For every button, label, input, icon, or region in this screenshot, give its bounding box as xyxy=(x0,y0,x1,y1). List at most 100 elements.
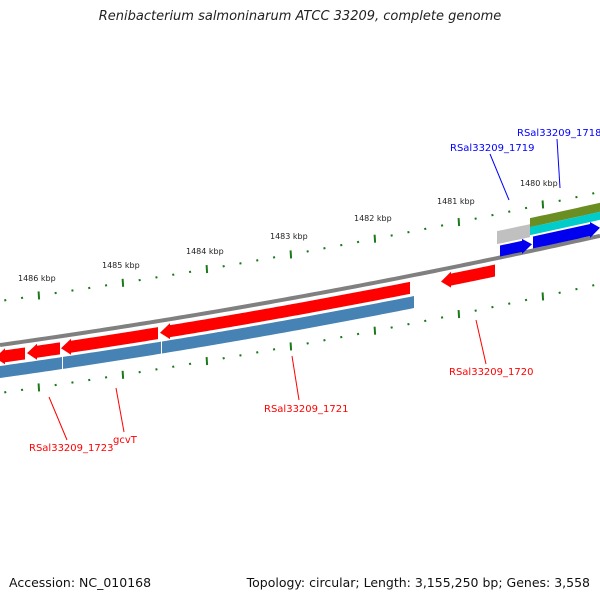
minor-tick xyxy=(172,273,175,276)
label-leader-line xyxy=(556,138,561,189)
minor-tick xyxy=(390,326,393,329)
minor-tick xyxy=(256,351,259,354)
minor-tick xyxy=(20,296,24,300)
minor-tick xyxy=(474,309,477,312)
minor-tick xyxy=(188,270,192,274)
minor-tick xyxy=(440,316,444,319)
minor-tick xyxy=(356,240,360,244)
label-leader-line xyxy=(475,319,487,365)
major-tick xyxy=(457,218,461,227)
major-tick xyxy=(37,383,41,392)
gene-reverse-arrow xyxy=(441,264,495,288)
minor-tick xyxy=(222,264,225,268)
gene-forward-arrow xyxy=(500,238,532,257)
minor-tick xyxy=(390,234,393,237)
gene-label-rsal33209-1719[interactable]: RSal33209_1719 xyxy=(450,143,534,154)
minor-tick xyxy=(172,365,175,368)
gene-reverse-arrow xyxy=(0,347,25,365)
major-tick xyxy=(121,370,125,379)
minor-tick xyxy=(424,227,427,231)
minor-tick xyxy=(104,376,108,379)
minor-tick xyxy=(558,199,561,203)
gene-rsal33209-1719-feature xyxy=(497,224,530,245)
gene-label-gcvt[interactable]: gcvT xyxy=(113,435,138,446)
minor-tick xyxy=(306,342,309,345)
minor-tick xyxy=(138,278,141,282)
minor-tick xyxy=(54,291,57,295)
minor-tick xyxy=(272,348,276,351)
minor-tick xyxy=(474,217,477,220)
feature-cyan xyxy=(530,211,600,236)
gene-reverse-arrow xyxy=(160,281,410,340)
accession-text: Accession: NC_010168 xyxy=(9,575,152,590)
minor-tick xyxy=(222,356,225,360)
minor-tick xyxy=(239,262,242,265)
minor-tick xyxy=(558,291,561,295)
feature-olive xyxy=(530,202,600,228)
gene-label-rsal33209-1721[interactable]: RSal33209_1721 xyxy=(264,404,348,415)
minor-tick xyxy=(71,289,74,292)
major-tick xyxy=(373,326,377,335)
minor-tick xyxy=(524,298,528,302)
minor-tick xyxy=(575,195,578,199)
cds-band xyxy=(162,296,414,354)
minor-tick xyxy=(155,368,158,371)
minor-tick xyxy=(4,299,7,302)
minor-tick xyxy=(340,335,343,339)
minor-tick xyxy=(88,286,91,290)
map-title: Renibacterium salmoninarum ATCC 33209, c… xyxy=(98,9,502,24)
minor-tick xyxy=(88,378,91,382)
genome-backbone xyxy=(0,233,600,347)
major-tick xyxy=(541,200,545,209)
label-leader-line xyxy=(48,396,68,441)
major-tick xyxy=(37,291,41,300)
major-tick xyxy=(121,278,125,287)
feature-tracks xyxy=(0,202,600,378)
gene-label-rsal33209-1720[interactable]: RSal33209_1720 xyxy=(449,367,533,378)
minor-tick xyxy=(4,391,7,394)
gene-reverse-arrow xyxy=(61,327,158,355)
minor-tick xyxy=(508,302,511,305)
ruler-label: 1484 kbp xyxy=(186,247,224,256)
minor-tick xyxy=(592,192,595,195)
gene-label-lines xyxy=(48,138,561,441)
topology-text: Topology: circular; Length: 3,155,250 bp… xyxy=(246,575,590,590)
ruler-label: 1482 kbp xyxy=(354,214,392,223)
minor-tick xyxy=(155,276,158,279)
minor-tick xyxy=(188,362,192,366)
major-tick xyxy=(457,310,461,319)
minor-tick xyxy=(491,305,494,309)
cds-band xyxy=(0,357,62,378)
major-tick xyxy=(373,234,377,243)
minor-tick xyxy=(104,284,108,287)
minor-tick xyxy=(306,250,309,253)
minor-tick xyxy=(407,322,410,326)
major-tick xyxy=(289,250,293,259)
ruler-ticks xyxy=(4,192,595,394)
ruler-label: 1480 kbp xyxy=(520,179,558,188)
ruler-labels: 1486 kbp 1485 kbp 1484 kbp 1483 kbp 1482… xyxy=(18,179,558,283)
minor-tick xyxy=(54,383,57,387)
ruler-label: 1481 kbp xyxy=(437,197,475,206)
gene-label-rsal33209-1723[interactable]: RSal33209_1723 xyxy=(29,443,113,454)
minor-tick xyxy=(524,206,528,210)
minor-tick xyxy=(323,247,326,250)
minor-tick xyxy=(272,256,276,259)
minor-tick xyxy=(575,287,578,291)
major-tick xyxy=(205,265,209,274)
minor-tick xyxy=(424,319,427,323)
gene-label-rsal33209-1718[interactable]: RSal33209_1718 xyxy=(517,128,600,139)
minor-tick xyxy=(340,243,343,247)
ruler-label: 1485 kbp xyxy=(102,261,140,270)
minor-tick xyxy=(592,284,595,287)
minor-tick xyxy=(239,354,242,357)
minor-tick xyxy=(138,370,141,374)
ruler-label: 1483 kbp xyxy=(270,232,308,241)
label-leader-line xyxy=(489,153,510,201)
minor-tick xyxy=(491,213,494,217)
major-tick xyxy=(205,357,209,366)
cds-band xyxy=(63,341,161,369)
ruler-label: 1486 kbp xyxy=(18,274,56,283)
minor-tick xyxy=(20,388,24,392)
